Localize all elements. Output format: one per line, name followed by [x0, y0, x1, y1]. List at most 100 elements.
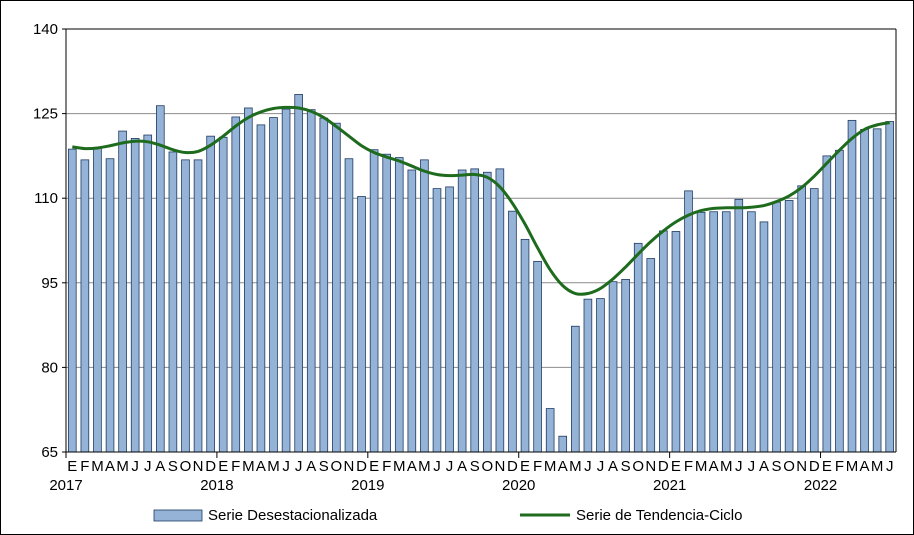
x-month-label: A	[407, 458, 417, 475]
x-month-label: M	[116, 458, 129, 475]
legend-bar-swatch	[153, 509, 203, 522]
bar	[759, 221, 769, 453]
legend: Serie Desestacionalizada Serie de Tendenc…	[153, 507, 743, 524]
legend-label-bars: Serie Desestacionalizada	[208, 507, 378, 524]
bar	[319, 117, 329, 453]
x-month-label: M	[569, 458, 582, 475]
x-month-label: A	[709, 458, 719, 475]
x-month-label: J	[584, 458, 592, 475]
x-month-label: F	[835, 458, 844, 475]
bar	[545, 408, 555, 453]
x-month-label: E	[671, 458, 681, 475]
x-month-label: J	[144, 458, 152, 475]
x-month-label: J	[282, 458, 290, 475]
bar	[369, 149, 379, 453]
x-month-label: A	[155, 458, 165, 475]
bar	[721, 211, 731, 453]
x-month-label: E	[369, 458, 379, 475]
bar	[709, 211, 718, 453]
bar	[394, 157, 404, 453]
x-month-label: J	[295, 458, 303, 475]
x-month-label: A	[558, 458, 568, 475]
x-year-label-2018: 2018	[200, 477, 233, 494]
bar	[420, 159, 429, 453]
x-month-label: D	[658, 458, 669, 475]
bar	[860, 128, 869, 453]
bar	[244, 107, 253, 453]
x-month-label: M	[846, 458, 859, 475]
x-month-label: D	[809, 458, 820, 475]
x-month-label: E	[822, 458, 832, 475]
x-year-label-2020: 2020	[502, 477, 535, 494]
bar	[696, 211, 706, 453]
x-month-label: M	[720, 458, 733, 475]
x-month-label: F	[684, 458, 693, 475]
bar	[344, 158, 354, 453]
bar	[457, 169, 467, 453]
x-month-label: S	[319, 458, 329, 475]
x-month-label: O	[331, 458, 343, 475]
bar	[118, 130, 127, 453]
x-month-label: M	[418, 458, 431, 475]
bar	[470, 168, 480, 453]
x-month-label: J	[131, 458, 139, 475]
x-month-label: A	[860, 458, 870, 475]
x-month-label: N	[193, 458, 204, 475]
gridlines	[66, 28, 896, 453]
bars-group	[67, 94, 895, 453]
bar	[671, 231, 681, 453]
bar	[835, 149, 844, 453]
bar	[596, 298, 605, 453]
bar	[520, 238, 530, 453]
bar	[558, 435, 568, 453]
x-month-label: A	[105, 458, 115, 475]
bar	[156, 105, 165, 453]
x-month-label: N	[344, 458, 355, 475]
bar	[885, 121, 895, 453]
x-month-label: O	[180, 458, 192, 475]
bar	[407, 169, 417, 453]
y-tick-65: 65	[41, 444, 58, 461]
x-month-label: D	[356, 458, 367, 475]
x-month-label: O	[783, 458, 795, 475]
x-month-label: J	[433, 458, 441, 475]
bar	[508, 210, 517, 453]
x-month-label: S	[621, 458, 631, 475]
x-month-label: F	[382, 458, 391, 475]
x-month-label: N	[645, 458, 656, 475]
x-month-label: E	[67, 458, 77, 475]
bar	[533, 260, 542, 453]
x-year-label-2019: 2019	[351, 477, 384, 494]
bar	[583, 298, 593, 453]
y-tick-125: 125	[33, 106, 58, 123]
bar	[646, 258, 656, 453]
bar	[571, 325, 580, 453]
x-month-label: F	[533, 458, 542, 475]
x-month-label: S	[470, 458, 480, 475]
x-month-label: J	[597, 458, 605, 475]
x-month-label: J	[446, 458, 454, 475]
bar	[809, 188, 819, 453]
bar	[281, 108, 291, 453]
bar	[784, 200, 794, 453]
bar	[231, 116, 241, 453]
bar	[659, 230, 668, 453]
y-tick-140: 140	[33, 21, 58, 38]
bar	[734, 198, 744, 453]
x-month-label: D	[507, 458, 518, 475]
x-month-label: E	[218, 458, 228, 475]
x-month-label: M	[267, 458, 280, 475]
bar	[332, 122, 341, 453]
bar	[143, 134, 153, 453]
x-month-label: N	[796, 458, 807, 475]
x-month-label: J	[735, 458, 743, 475]
x-month-label: N	[494, 458, 505, 475]
bar	[130, 138, 140, 453]
x-month-label: M	[91, 458, 104, 475]
x-month-label: O	[632, 458, 644, 475]
y-tick-110: 110	[34, 190, 58, 207]
x-month-label: F	[231, 458, 240, 475]
x-month-label: M	[393, 458, 406, 475]
x-year-label-2021: 2021	[653, 477, 686, 494]
